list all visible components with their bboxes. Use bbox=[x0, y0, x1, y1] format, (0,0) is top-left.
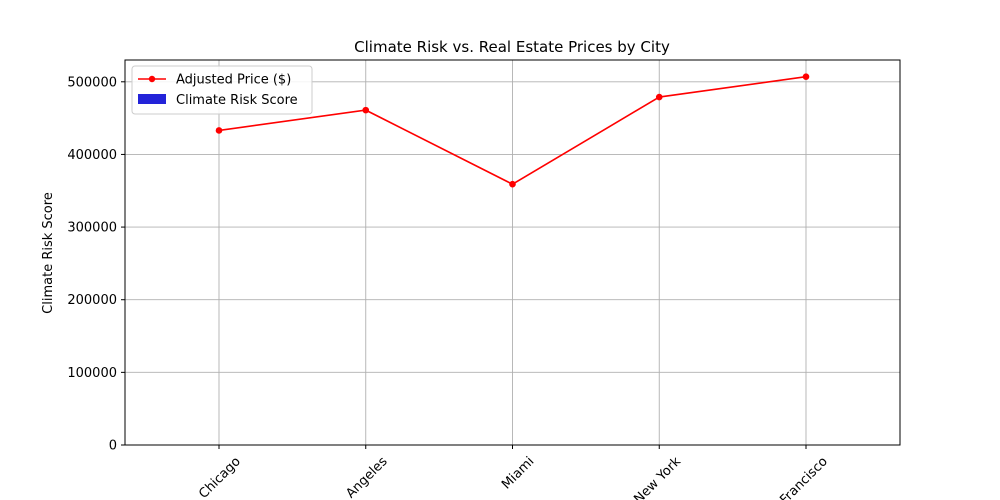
legend: Adjusted Price ($) Climate Risk Score bbox=[131, 65, 313, 115]
y-axis-label: Climate Risk Score bbox=[41, 192, 56, 314]
y-tick-label: 400000 bbox=[67, 148, 117, 163]
x-tick-label: Chicago bbox=[196, 454, 244, 500]
legend-box bbox=[131, 65, 313, 115]
price-point bbox=[362, 106, 370, 114]
legend-bar-swatch bbox=[138, 94, 166, 104]
price-point bbox=[509, 180, 516, 188]
y-tick-label: 0 bbox=[109, 439, 117, 454]
y-tick-label: 200000 bbox=[67, 293, 117, 308]
price-point bbox=[802, 73, 810, 81]
x-tick-label: Miami bbox=[499, 454, 537, 492]
grid-lines bbox=[125, 60, 900, 446]
legend-label-risk: Climate Risk Score bbox=[176, 93, 298, 108]
y-tick-label: 300000 bbox=[67, 221, 117, 236]
y-axis: 0 100000 200000 300000 400000 500000 bbox=[67, 75, 125, 454]
price-point bbox=[215, 127, 223, 134]
line-series bbox=[215, 73, 810, 188]
chart-title: Climate Risk vs. Real Estate Prices by C… bbox=[354, 38, 670, 56]
x-tick-label: New York bbox=[631, 454, 684, 500]
legend-marker-swatch bbox=[148, 75, 156, 83]
x-axis: Chicago Angeles Miami New York Francisco bbox=[196, 445, 831, 500]
y-tick-label: 500000 bbox=[67, 75, 117, 90]
y-tick-label: 100000 bbox=[67, 366, 117, 381]
price-point bbox=[655, 93, 663, 101]
legend-label-price: Adjusted Price ($) bbox=[176, 73, 291, 88]
x-tick-label: Angeles bbox=[343, 454, 390, 500]
x-tick-label: Francisco bbox=[777, 454, 831, 500]
